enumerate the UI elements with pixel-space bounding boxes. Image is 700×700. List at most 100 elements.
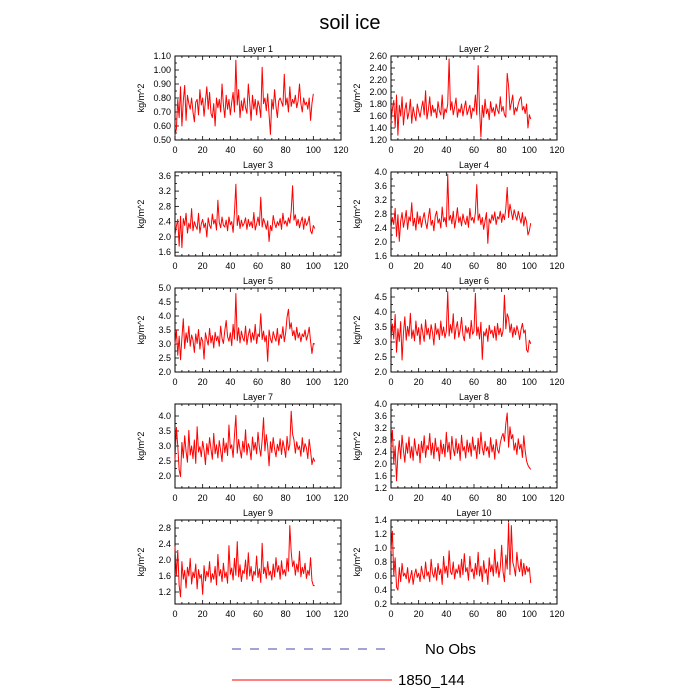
y-tick-label: 0.70 bbox=[153, 107, 171, 117]
x-tick-label: 40 bbox=[225, 493, 235, 503]
y-tick-label: 2.4 bbox=[374, 223, 387, 233]
y-axis-label: kg/m^2 bbox=[136, 432, 146, 461]
y-tick-label: 2.20 bbox=[369, 75, 387, 85]
series-line-1850-144 bbox=[174, 59, 314, 136]
y-axis-label: kg/m^2 bbox=[136, 316, 146, 345]
y-tick-label: 1.6 bbox=[158, 247, 171, 257]
panel-layer-5: Layer 5 0 20 40 60 80 100 120 2.0 2.5 3.0 3.5 4.0 4.5… bbox=[136, 276, 349, 387]
y-tick-label: 0.60 bbox=[153, 121, 171, 131]
x-tick-label: 120 bbox=[333, 493, 348, 503]
x-tick-label: 0 bbox=[172, 609, 177, 619]
x-tick-label: 80 bbox=[497, 145, 507, 155]
x-tick-label: 0 bbox=[388, 145, 393, 155]
x-tick-label: 0 bbox=[388, 377, 393, 387]
x-tick-label: 0 bbox=[172, 377, 177, 387]
y-tick-label: 5.0 bbox=[158, 283, 171, 293]
x-tick-label: 40 bbox=[441, 377, 451, 387]
x-tick-label: 40 bbox=[441, 493, 451, 503]
panel-layer-9: Layer 9 0 20 40 60 80 100 120 1.2 1.6 2.0 2.4 2.8 kg/… bbox=[136, 508, 349, 619]
x-tick-label: 100 bbox=[306, 609, 321, 619]
x-tick-label: 100 bbox=[522, 261, 537, 271]
panel-title-8: Layer 8 bbox=[459, 392, 489, 402]
x-tick-label: 120 bbox=[333, 261, 348, 271]
x-tick-label: 60 bbox=[469, 377, 479, 387]
panel-title-10: Layer 10 bbox=[456, 508, 491, 518]
y-tick-label: 3.0 bbox=[374, 337, 387, 347]
y-tick-label: 2.4 bbox=[158, 539, 171, 549]
y-tick-label: 2.4 bbox=[158, 217, 171, 227]
series-line-1850-144 bbox=[174, 293, 315, 362]
x-tick-label: 20 bbox=[414, 377, 424, 387]
y-axis-label: kg/m^2 bbox=[352, 200, 362, 229]
x-tick-label: 100 bbox=[522, 609, 537, 619]
panel-title-5: Layer 5 bbox=[243, 276, 273, 286]
x-tick-label: 60 bbox=[469, 493, 479, 503]
x-tick-label: 120 bbox=[549, 145, 564, 155]
y-tick-label: 1.6 bbox=[374, 251, 387, 261]
x-tick-label: 20 bbox=[198, 377, 208, 387]
x-tick-label: 120 bbox=[333, 145, 348, 155]
panel-title-1: Layer 1 bbox=[243, 44, 273, 54]
panel-layer-7: Layer 7 0 20 40 60 80 100 120 2.0 2.5 3.0 3.5 4.0 kg/… bbox=[136, 392, 349, 503]
x-tick-label: 20 bbox=[414, 493, 424, 503]
x-tick-label: 60 bbox=[253, 493, 263, 503]
x-tick-label: 20 bbox=[198, 145, 208, 155]
y-tick-label: 2.5 bbox=[158, 353, 171, 363]
panel-title-4: Layer 4 bbox=[459, 160, 489, 170]
y-tick-label: 4.0 bbox=[374, 399, 387, 409]
y-tick-label: 2.00 bbox=[369, 87, 387, 97]
y-tick-label: 0.6 bbox=[374, 571, 387, 581]
series-line-1850-144 bbox=[390, 291, 532, 361]
panel-title-6: Layer 6 bbox=[459, 276, 489, 286]
y-tick-label: 2.60 bbox=[369, 51, 387, 61]
y-tick-label: 1.6 bbox=[374, 471, 387, 481]
y-tick-label: 2.0 bbox=[374, 459, 387, 469]
x-tick-label: 0 bbox=[172, 493, 177, 503]
y-axis-label: kg/m^2 bbox=[136, 84, 146, 113]
x-tick-label: 100 bbox=[306, 261, 321, 271]
x-tick-label: 100 bbox=[522, 377, 537, 387]
x-tick-label: 80 bbox=[281, 493, 291, 503]
y-tick-label: 4.0 bbox=[158, 411, 171, 421]
x-tick-label: 20 bbox=[198, 609, 208, 619]
y-tick-label: 3.5 bbox=[374, 322, 387, 332]
x-tick-label: 100 bbox=[522, 145, 537, 155]
x-tick-label: 80 bbox=[497, 493, 507, 503]
series-line-1850-144 bbox=[174, 525, 315, 598]
y-tick-label: 1.6 bbox=[158, 571, 171, 581]
x-tick-label: 100 bbox=[306, 377, 321, 387]
y-tick-label: 3.0 bbox=[158, 339, 171, 349]
y-tick-label: 3.0 bbox=[158, 441, 171, 451]
x-tick-label: 120 bbox=[549, 609, 564, 619]
legend-no-obs-label: No Obs bbox=[425, 641, 476, 658]
y-tick-label: 0.50 bbox=[153, 135, 171, 145]
y-tick-label: 1.80 bbox=[369, 99, 387, 109]
y-tick-label: 0.80 bbox=[153, 93, 171, 103]
x-tick-label: 60 bbox=[253, 377, 263, 387]
y-tick-label: 3.5 bbox=[158, 325, 171, 335]
y-axis-label: kg/m^2 bbox=[136, 548, 146, 577]
y-tick-label: 3.6 bbox=[158, 171, 171, 181]
x-tick-label: 40 bbox=[225, 609, 235, 619]
y-tick-label: 1.2 bbox=[374, 483, 387, 493]
y-tick-label: 2.4 bbox=[374, 447, 387, 457]
y-tick-label: 0.8 bbox=[374, 557, 387, 567]
y-tick-label: 3.2 bbox=[374, 195, 387, 205]
x-tick-label: 60 bbox=[469, 609, 479, 619]
legend-model-label: 1850_144 bbox=[398, 672, 465, 689]
series-line-1850-144 bbox=[174, 183, 316, 249]
y-axis-label: kg/m^2 bbox=[352, 84, 362, 113]
x-tick-label: 60 bbox=[253, 145, 263, 155]
x-tick-label: 20 bbox=[198, 493, 208, 503]
panel-layer-4: Layer 4 0 20 40 60 80 100 120 1.6 2.0 2.4 2.8 3.2 3.6… bbox=[352, 160, 565, 271]
y-tick-label: 2.8 bbox=[158, 201, 171, 211]
x-tick-label: 120 bbox=[549, 493, 564, 503]
y-tick-label: 2.5 bbox=[374, 352, 387, 362]
panel-title-9: Layer 9 bbox=[243, 508, 273, 518]
y-tick-label: 4.0 bbox=[374, 167, 387, 177]
x-tick-label: 20 bbox=[414, 609, 424, 619]
x-tick-label: 0 bbox=[388, 261, 393, 271]
x-tick-label: 40 bbox=[225, 261, 235, 271]
y-tick-label: 2.8 bbox=[374, 209, 387, 219]
